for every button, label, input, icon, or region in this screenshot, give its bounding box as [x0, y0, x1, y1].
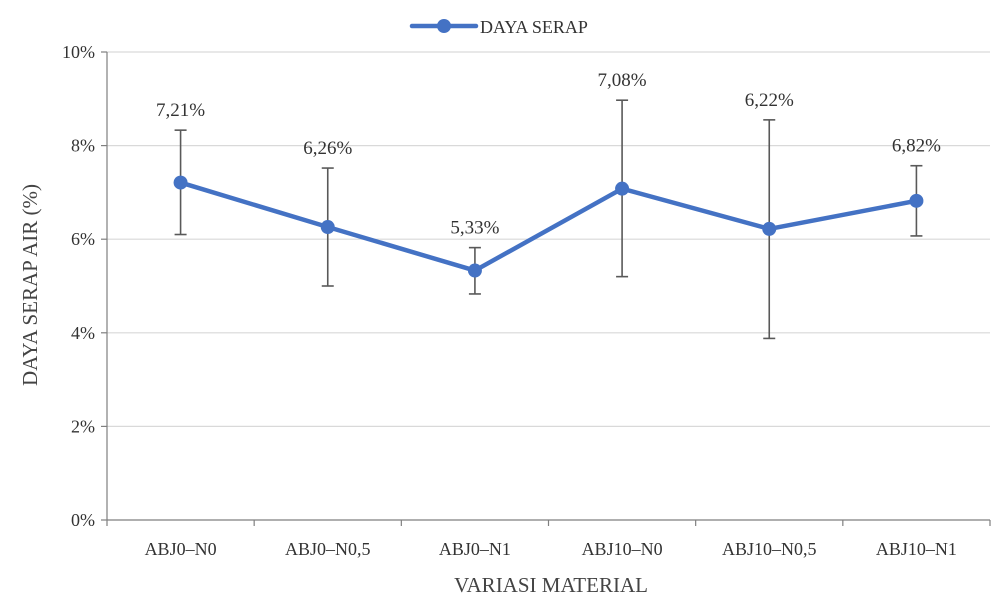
series-daya-serap: [173, 175, 924, 278]
x-tick-label-1: ABJ0–N0,5: [285, 539, 371, 559]
gridlines: [107, 51, 990, 427]
data-labels: 7,21% 6,26% 5,33% 7,08% 6,22% 6,82%: [156, 70, 941, 238]
data-label-0: 7,21%: [156, 100, 205, 121]
data-label-1: 6,26%: [303, 138, 352, 159]
y-tick-label-0: 0%: [71, 510, 95, 530]
x-axis-tick-labels: ABJ0–N0 ABJ0–N0,5 ABJ0–N1 ABJ10–N0 ABJ10–N0,…: [145, 539, 957, 559]
series-line-daya-serap: [178, 180, 919, 273]
y-axis-title: DAYA SERAP AIR (%): [18, 184, 42, 386]
legend-label: DAYA SERAP: [480, 17, 588, 37]
x-axis-title: VARIASI MATERIAL: [454, 573, 648, 597]
x-tick-label-4: ABJ10–N0,5: [722, 539, 817, 559]
y-tick-label-2: 4%: [71, 323, 95, 343]
data-point-5: [909, 193, 924, 208]
x-tick-label-2: ABJ0–N1: [439, 539, 511, 559]
data-point-0: [173, 175, 188, 190]
y-tick-label-5: 10%: [62, 42, 95, 62]
data-point-2: [467, 263, 482, 278]
data-point-1: [320, 220, 335, 235]
data-label-5: 6,82%: [892, 136, 941, 157]
y-axis-tick-labels: 0% 2% 4% 6% 8% 10%: [62, 42, 95, 530]
data-point-3: [615, 181, 630, 196]
x-tick-label-5: ABJ10–N1: [876, 539, 957, 559]
y-tick-label-4: 8%: [71, 136, 95, 156]
y-tick-label-1: 2%: [71, 416, 95, 436]
y-tick-label-3: 6%: [71, 229, 95, 249]
legend-dot-marker: [437, 19, 451, 33]
data-label-3: 7,08%: [598, 70, 647, 91]
axes: [101, 51, 991, 526]
x-tick-label-0: ABJ0–N0: [145, 539, 217, 559]
data-label-4: 6,22%: [745, 90, 794, 111]
data-point-4: [762, 221, 777, 236]
data-label-2: 5,33%: [450, 218, 499, 239]
x-tick-label-3: ABJ10–N0: [582, 539, 663, 559]
legend: DAYA SERAP: [409, 17, 588, 37]
